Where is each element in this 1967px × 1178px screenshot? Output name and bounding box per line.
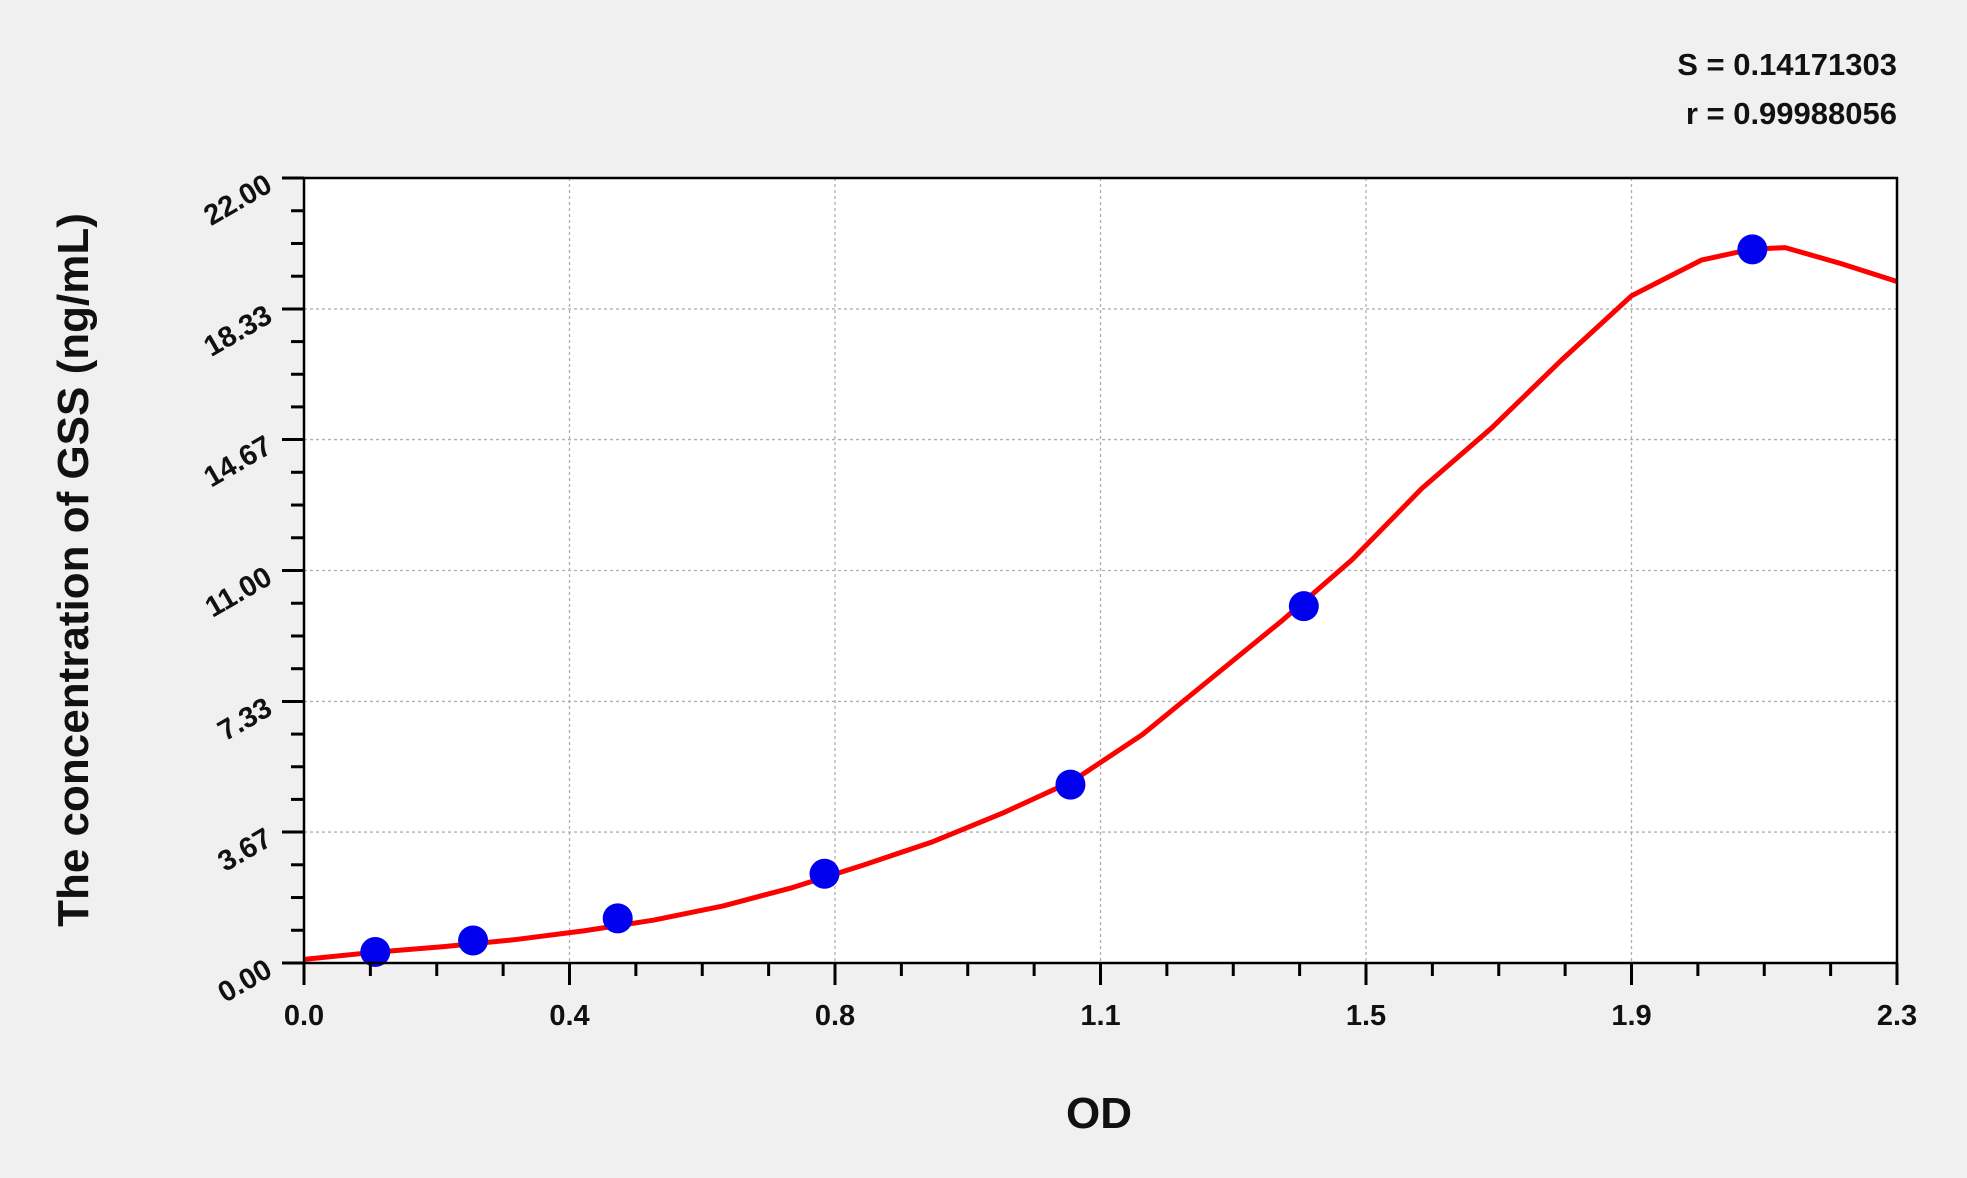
x-tick-label: 2.3 (1877, 1000, 1917, 1032)
y-tick-label: 18.33 (199, 299, 278, 363)
data-point (1055, 769, 1086, 800)
x-tick-label: 1.1 (1080, 1000, 1120, 1032)
x-tick-label: 0.4 (549, 1000, 589, 1032)
y-tick-labels: 0.00 3.67 7.33 11.00 14.67 18.33 22.00 (199, 168, 278, 1009)
data-point (1288, 591, 1319, 622)
axis-ticks (282, 176, 1899, 985)
stat-s: S = 0.14171303 (1677, 47, 1897, 82)
y-tick-label: 11.00 (200, 561, 277, 624)
y-tick-label: 0.00 (213, 953, 278, 1009)
data-point (458, 925, 489, 956)
y-axis-title: The concentration of GSS (ng/mL) (49, 213, 98, 927)
x-axis-title: OD (1066, 1089, 1132, 1138)
y-tick-label: 14.67 (199, 430, 278, 494)
data-point (1737, 234, 1768, 265)
y-tick-label: 3.67 (213, 822, 278, 878)
y-tick-label: 7.33 (213, 692, 278, 748)
x-tick-label: 1.9 (1611, 1000, 1651, 1032)
x-tick-labels: 0.0 0.4 0.8 1.1 1.5 1.9 2.3 (284, 1000, 1917, 1032)
stat-r: r = 0.99988056 (1686, 96, 1897, 131)
data-point (602, 903, 633, 934)
gridlines (304, 178, 1897, 963)
data-point (360, 936, 391, 967)
x-tick-label: 1.5 (1346, 1000, 1386, 1032)
data-points (360, 234, 1768, 967)
y-tick-label: 22.00 (199, 168, 278, 232)
fit-curve (303, 245, 1898, 962)
x-tick-label: 0.0 (284, 1000, 324, 1032)
x-tick-label: 0.8 (815, 1000, 855, 1032)
data-point (809, 858, 840, 889)
